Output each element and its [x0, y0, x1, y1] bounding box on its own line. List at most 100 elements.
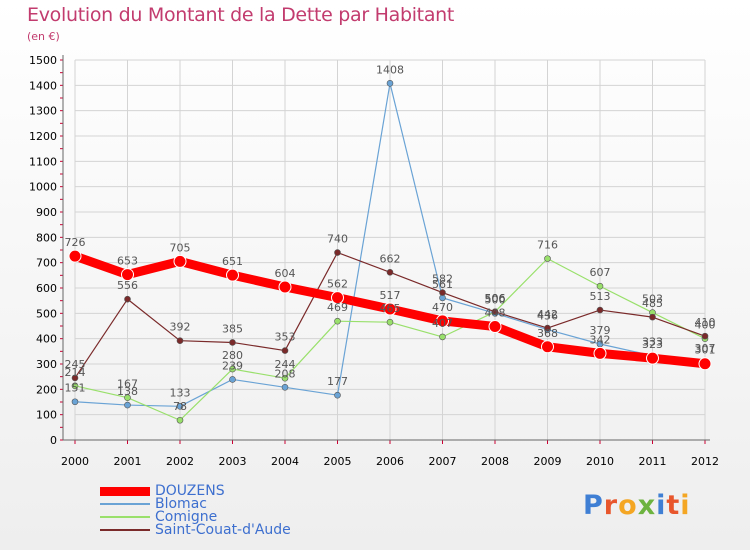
data-label-comigne-2009: 716: [537, 239, 558, 252]
data-label-saint-couat-d-aude-2002: 392: [170, 321, 191, 334]
data-point-comigne-2006: [386, 318, 394, 326]
data-label-comigne-2005: 469: [327, 301, 348, 314]
data-point-comigne-2000: [71, 382, 79, 390]
data-point-saint-couat-d-aude-2000: [71, 374, 79, 382]
data-label-blomac-2001: 138: [117, 385, 138, 398]
legend-swatch-blomac: [100, 503, 150, 505]
data-point-saint-couat-d-aude-2011: [649, 313, 656, 321]
data-label-blomac-2005: 177: [327, 375, 348, 388]
data-label-douzens-2003: 651: [222, 255, 243, 268]
y-tick-label-700: 700: [36, 257, 57, 270]
x-tick-label-2007: 2007: [429, 455, 457, 468]
data-label-blomac-2007: 561: [432, 278, 453, 291]
y-tick-label-100: 100: [36, 409, 57, 422]
data-point-saint-couat-d-aude-2002: [176, 337, 184, 344]
data-label-comigne-2000: 214: [65, 366, 86, 379]
data-label-comigne-2012: 400: [695, 319, 716, 332]
data-point-douzens-2011: [646, 351, 659, 365]
y-tick-label-200: 200: [36, 383, 57, 396]
x-tick-label-2004: 2004: [271, 455, 299, 468]
legend-swatch-saint-couat: [100, 529, 150, 531]
y-tick-label-1200: 1200: [29, 130, 57, 143]
x-tick-label-2000: 2000: [61, 455, 89, 468]
proxiti-logo: Proxiti: [583, 490, 691, 521]
x-tick-label-2005: 2005: [324, 455, 352, 468]
data-label-saint-couat-d-aude-2005: 740: [327, 233, 348, 246]
data-point-saint-couat-d-aude-2001: [124, 295, 131, 303]
data-point-douzens-2000: [68, 249, 82, 263]
data-point-comigne-2003: [229, 365, 236, 373]
y-tick-label-300: 300: [36, 358, 57, 371]
data-label-douzens-2005: 562: [327, 278, 348, 291]
data-label-blomac-2010: 379: [590, 324, 611, 337]
data-label-douzens-2004: 604: [275, 267, 296, 280]
data-label-comigne-2008: 506: [485, 292, 506, 305]
data-point-comigne-2009: [544, 255, 551, 262]
x-tick-label-2003: 2003: [219, 455, 247, 468]
legend-label-comigne: Comigne: [155, 509, 218, 525]
data-point-douzens-2008: [488, 320, 502, 334]
data-point-blomac-2002: [176, 403, 184, 410]
data-point-comigne-2001: [124, 394, 131, 401]
data-point-blomac-2003: [229, 376, 236, 383]
line-chart: 0 100 200 300 400 500 600 700 800 900 1000 1100 1200…: [29, 54, 719, 468]
data-label-saint-couat-d-aude-2008: 506: [485, 292, 506, 305]
data-point-blomac-2005: [334, 391, 341, 399]
data-label-comigne-2003: 280: [222, 349, 243, 362]
data-point-comigne-2004: [281, 374, 289, 382]
data-label-comigne-2011: 503: [642, 293, 663, 306]
legend-label-saint-couat: Saint-Couat-d'Aude: [155, 522, 291, 538]
data-point-comigne-2002: [176, 416, 184, 424]
data-point-saint-couat-d-aude-2003: [229, 339, 236, 346]
data-point-douzens-2004: [278, 280, 292, 294]
data-label-douzens-2012: 301: [695, 344, 716, 357]
x-tick-label-2001: 2001: [114, 455, 142, 468]
y-tick-label-1300: 1300: [29, 105, 57, 118]
data-label-douzens-2006: 517: [380, 289, 401, 302]
data-label-saint-couat-d-aude-2004: 353: [275, 331, 296, 344]
y-tick-label-400: 400: [36, 333, 57, 346]
data-point-blomac-2000: [71, 398, 79, 406]
data-point-douzens-2001: [121, 268, 134, 282]
data-label-comigne-2004: 244: [275, 358, 296, 371]
logo-letter: r: [603, 490, 619, 521]
data-label-blomac-2008: 500: [485, 293, 506, 306]
data-label-blomac-2011: 333: [642, 336, 663, 349]
logo-letter: t: [666, 490, 681, 521]
data-label-comigne-2006: 465: [380, 302, 401, 315]
data-label-douzens-2001: 653: [117, 255, 138, 268]
chart-title: Evolution du Montant de la Dette par Hab…: [27, 4, 455, 26]
data-point-douzens-2009: [541, 340, 554, 354]
y-tick-label-900: 900: [36, 206, 57, 219]
data-label-saint-couat-d-aude-2009: 442: [537, 308, 558, 321]
data-label-blomac-2003: 239: [222, 359, 243, 372]
data-label-comigne-2001: 167: [117, 378, 138, 391]
data-label-douzens-2007: 470: [432, 301, 453, 314]
data-label-saint-couat-d-aude-2001: 556: [117, 279, 138, 292]
data-point-saint-couat-d-aude-2005: [334, 249, 341, 256]
data-label-douzens-2008: 448: [485, 307, 506, 320]
y-tick-label-600: 600: [36, 282, 57, 295]
chart-subtitle: (en €): [27, 30, 60, 43]
data-label-douzens-2002: 705: [170, 241, 191, 254]
x-tick-label-2011: 2011: [639, 455, 667, 468]
data-point-saint-couat-d-aude-2004: [281, 347, 289, 354]
data-point-blomac-2004: [281, 384, 289, 391]
data-label-comigne-2010: 607: [590, 266, 611, 279]
data-point-douzens-2012: [698, 357, 712, 371]
data-point-douzens-2007: [436, 314, 449, 328]
data-label-douzens-2009: 368: [537, 327, 558, 340]
data-point-saint-couat-d-aude-2012: [701, 332, 709, 340]
data-point-saint-couat-d-aude-2008: [491, 308, 499, 316]
data-label-blomac-2000: 151: [65, 382, 86, 395]
logo-letter: o: [618, 490, 638, 521]
x-tick-label-2006: 2006: [376, 455, 404, 468]
data-point-comigne-2010: [596, 282, 604, 290]
data-label-saint-couat-d-aude-2000: 245: [65, 358, 86, 371]
x-tick-label-2012: 2012: [691, 455, 719, 468]
data-point-douzens-2002: [173, 254, 187, 268]
data-point-douzens-2010: [593, 346, 607, 360]
data-label-comigne-2007: 407: [432, 317, 453, 330]
y-tick-label-1400: 1400: [29, 79, 57, 92]
